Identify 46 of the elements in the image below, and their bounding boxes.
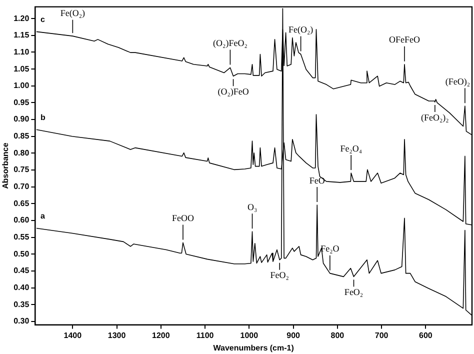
y-tick-label: 0.30 xyxy=(14,316,30,326)
x-tick-label: 1400 xyxy=(64,330,82,340)
x-tick-label: 1200 xyxy=(152,330,170,340)
x-tick-label: 700 xyxy=(374,330,389,340)
y-tick-label: 0.75 xyxy=(14,165,30,174)
x-tick-label: 800 xyxy=(330,330,345,340)
y-tick-label: 0.60 xyxy=(14,216,30,225)
y-axis-title: Absorbance xyxy=(1,142,10,189)
y-tick-label: 0.85 xyxy=(14,132,30,141)
annotation: (O₂)FeO₂ xyxy=(213,38,248,48)
y-tick-label: 0.40 xyxy=(14,282,30,292)
x-tick-label: 600 xyxy=(418,330,433,340)
series-label: a xyxy=(40,211,46,220)
series-label: b xyxy=(40,112,46,122)
annotation: FeO xyxy=(309,175,326,186)
y-tick-label: 1.15 xyxy=(14,30,30,40)
y-tick-label: 1.05 xyxy=(14,64,30,74)
series-label: c xyxy=(40,14,46,24)
annotation: FeO₂ xyxy=(344,287,364,298)
annotation: OFeFeO xyxy=(388,34,420,45)
annotation: (FeO)₂ xyxy=(445,76,470,86)
x-tick-label: 1000 xyxy=(240,330,259,340)
annotation: O₃ xyxy=(247,202,258,212)
annotation: FeOO xyxy=(172,213,194,224)
x-tick-label: 1300 xyxy=(108,330,126,340)
annotation: Fe(O₂) xyxy=(288,24,314,35)
annotation: FeO₂ xyxy=(270,270,289,280)
y-tick-label: 1.10 xyxy=(14,47,30,56)
annotation: Fe₂O₄ xyxy=(340,143,362,154)
y-tick-label: 0.70 xyxy=(14,182,30,192)
y-tick-label: 0.90 xyxy=(14,114,30,124)
x-tick-label: 900 xyxy=(286,330,301,340)
y-tick-label: 1.00 xyxy=(14,81,30,90)
y-tick-label: 0.50 xyxy=(14,249,30,258)
annotation: (O₂)FeO xyxy=(218,86,250,96)
x-tick-label: 1100 xyxy=(196,330,214,340)
y-tick-label: 0.80 xyxy=(14,148,30,158)
y-tick-label: 0.45 xyxy=(14,266,30,276)
y-tick-label: 1.20 xyxy=(14,14,30,23)
y-tick-label: 0.35 xyxy=(14,300,30,309)
y-tick-label: 0.95 xyxy=(14,98,30,107)
y-tick-label: 0.55 xyxy=(14,232,30,242)
annotation: Fe(O₂) xyxy=(60,8,85,18)
x-axis-title: Wavenumbers (cm-1) xyxy=(213,343,294,352)
annotation: (FeO₂)₂ xyxy=(421,112,449,122)
y-tick-label: 0.65 xyxy=(14,198,30,208)
